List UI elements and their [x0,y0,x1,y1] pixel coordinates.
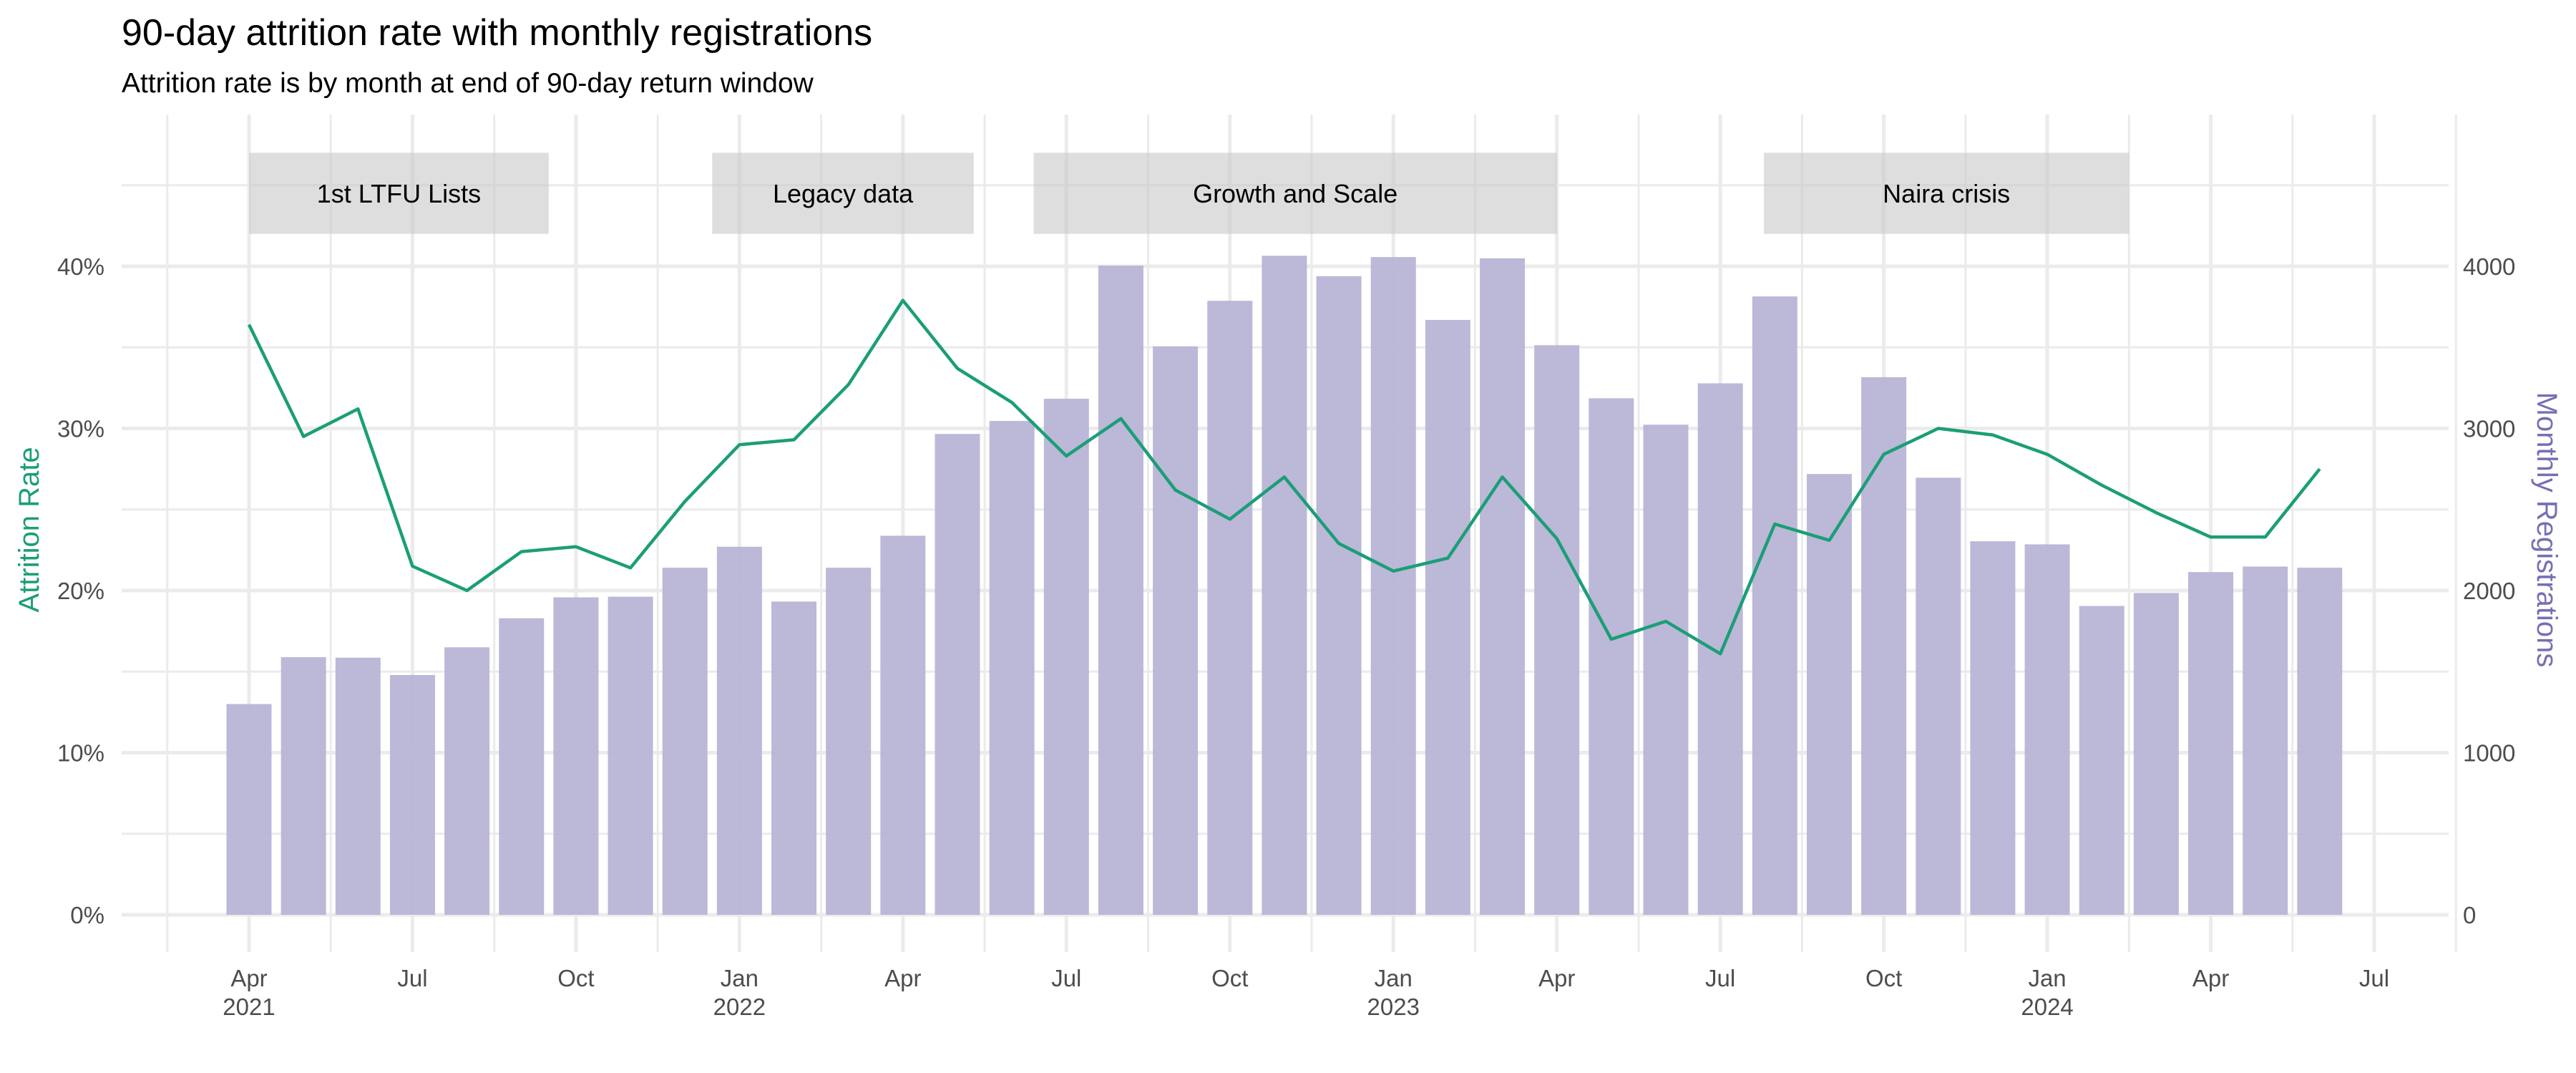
x-tick-label: Jul [1051,965,1081,991]
y-left-tick-label: 30% [57,416,104,442]
registration-bar [553,597,599,915]
x-tick-label: Jul [2359,965,2389,991]
annotation-label: Growth and Scale [1193,179,1397,208]
x-tick-label: Apr [230,965,267,991]
y-axis-left-title: Attrition Rate [14,447,45,612]
annotation-2: Growth and Scale [1033,152,1557,234]
registration-bar [989,421,1035,915]
annotation-label: Naira crisis [1883,179,2010,208]
registration-bar [2188,572,2234,915]
annotation-box [249,152,549,234]
y-right-tick-label: 3000 [2463,416,2515,442]
annotation-box [1764,152,2129,234]
registration-bar [499,618,545,915]
registration-bar [2079,606,2124,915]
x-tick-label: Apr [2192,965,2229,991]
x-tick-label: Apr [884,965,921,991]
registration-bar [2024,544,2070,915]
x-tick-label: Jan [2028,965,2066,991]
registration-bar [1425,319,1470,915]
registration-bar [1916,477,1961,915]
y-right-tick-label: 0 [2463,902,2476,928]
bars [226,256,2343,916]
x-tick-label: Apr [1538,965,1575,991]
registration-bar [226,704,272,915]
registration-bar [1752,296,1797,915]
y-left-tick-label: 0% [70,902,104,928]
x-tick-label: Jul [1705,965,1735,991]
x-tick-label: Jan [1375,965,1413,991]
y-left-tick-label: 10% [57,740,104,767]
registration-bar [1806,474,1852,915]
registration-bar [1316,276,1362,915]
registration-bar [716,546,762,915]
annotation-box [712,152,974,234]
registration-bar [662,568,708,915]
registration-bar [771,601,817,915]
registration-bar [2243,566,2288,915]
axes: 0% 10% 20% 30% 40% 0 1000 2000 3000 4000 Apr 2021 Ju… [57,253,2515,1020]
registration-bar [1534,345,1580,915]
registration-bar [1643,424,1689,915]
annotation-label: Legacy data [773,179,914,208]
x-tick-label: Oct [1211,965,1248,991]
registration-bar [1861,377,1907,915]
annotation-label: 1st LTFU Lists [317,179,481,208]
chart-subtitle: Attrition rate is by month at end of 90-… [122,68,814,99]
x-tick-label: Oct [557,965,594,991]
annotations: 1st LTFU Lists Legacy data Growth and Scal… [249,152,2129,234]
annotation-box [1033,152,1557,234]
registration-bar [608,596,653,915]
x-tick-label: Oct [1865,965,1902,991]
registration-bar [1480,258,1526,915]
x-tick-label: Jan [721,965,758,991]
x-tick-year-label: 2023 [1367,994,1420,1020]
registration-bar [935,434,980,915]
registration-bar [1370,257,1416,916]
registration-bar [444,647,490,915]
registration-bar [1697,383,1743,915]
annotation-3: Naira crisis [1764,152,2129,234]
registration-bar [280,657,326,915]
attrition-line-group [247,298,2321,656]
y-right-tick-label: 1000 [2463,740,2515,767]
registration-bar [2133,593,2179,915]
registration-bar [1153,346,1199,915]
registration-bar [1970,541,2016,915]
y-right-tick-label: 4000 [2463,253,2515,280]
x-tick-year-label: 2021 [223,994,275,1020]
registration-bar [1207,301,1253,915]
registration-bar [1262,256,1307,916]
y-right-tick-label: 2000 [2463,578,2515,604]
x-tick-year-label: 2022 [713,994,766,1020]
annotation-1: Legacy data [712,152,974,234]
registration-bar [335,657,381,915]
registration-bar [1043,399,1089,915]
registration-bar [826,568,872,915]
registration-bar [880,535,926,915]
y-left-tick-label: 40% [57,253,104,280]
x-tick-year-label: 2024 [2021,994,2073,1020]
y-axis-right-title: Monthly Registrations [2531,392,2562,668]
registration-bar [389,675,435,915]
chart-title: 90-day attrition rate with monthly regis… [122,12,872,54]
registration-bar [1098,266,1143,915]
registration-bar [1589,398,1634,915]
x-tick-label: Jul [397,965,427,991]
registration-bar [2297,568,2343,915]
y-left-tick-label: 20% [57,578,104,604]
annotation-0: 1st LTFU Lists [249,152,549,234]
